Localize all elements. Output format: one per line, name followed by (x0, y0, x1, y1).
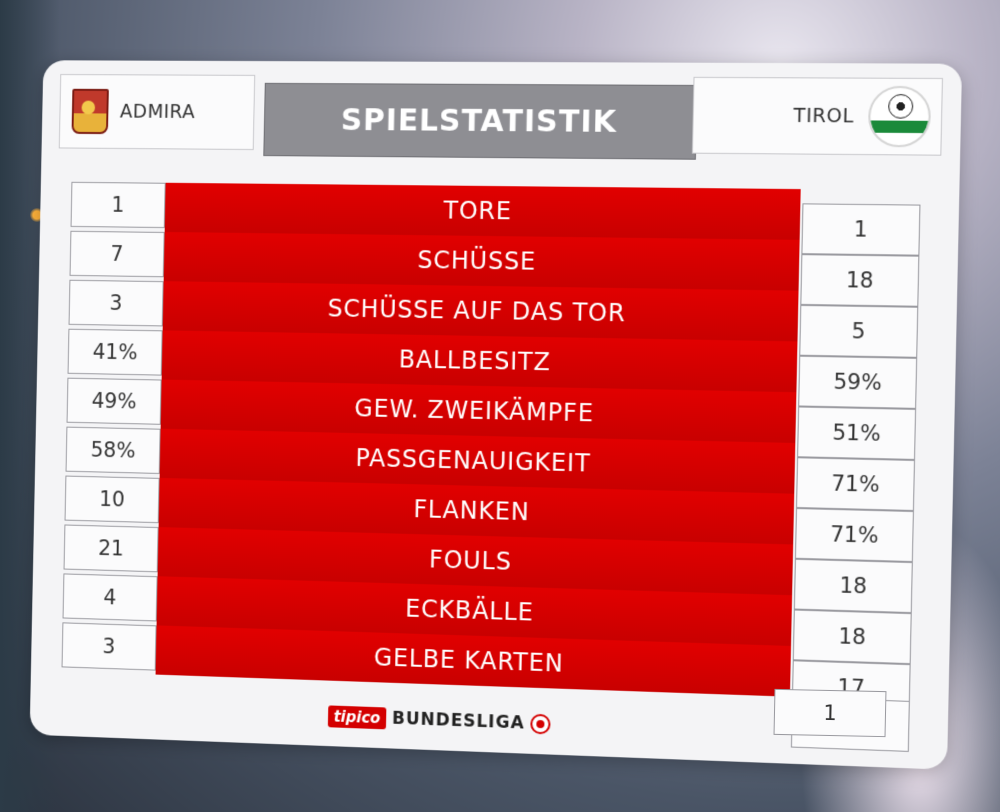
home-team-box: ADMIRA (59, 74, 255, 150)
stat-label: SCHÜSSE AUF DAS TOR (327, 295, 626, 328)
title-banner: SPIELSTATISTIK (263, 83, 697, 160)
away-team-name: TIROL (793, 105, 854, 128)
admira-crest-icon (71, 89, 108, 134)
away-value: 18 (800, 254, 919, 307)
away-value: 5 (799, 305, 918, 358)
stats-table: 1 TORE 1 7 SCHÜSSE 18 3 SCHÜSSE AUF DAS … (60, 182, 925, 760)
home-value: 10 (65, 476, 160, 524)
home-value: 3 (62, 622, 157, 670)
home-value: 3 (69, 280, 164, 327)
away-value: 71% (796, 457, 915, 511)
bundesliga-wordmark: BUNDESLIGA (392, 709, 525, 734)
stat-label: PASSGENAUIGKEIT (355, 444, 591, 478)
stat-label: GEW. ZWEIKÄMPFE (354, 394, 594, 427)
stat-label: BALLBESITZ (398, 345, 551, 376)
wsg-tirol-crest-icon (868, 86, 932, 148)
home-value: 21 (64, 524, 159, 572)
away-team-box: TIROL (692, 77, 943, 156)
bundesliga-ball-icon (530, 714, 550, 735)
home-value: 41% (68, 329, 163, 376)
home-value: 49% (67, 378, 162, 425)
away-value: 71% (795, 508, 914, 562)
home-value: 58% (66, 427, 161, 474)
match-statistics-board: ADMIRA SPIELSTATISTIK TIROL 1 TORE 1 7 S… (30, 60, 962, 769)
tipico-logo: tipico (328, 705, 387, 729)
away-value: 59% (798, 356, 917, 409)
stat-label: SCHÜSSE (417, 246, 536, 276)
stat-label: ECKBÄLLE (405, 595, 534, 627)
away-value: 18 (794, 559, 913, 613)
stat-label: FLANKEN (413, 495, 530, 526)
home-team-name: ADMIRA (120, 101, 196, 123)
away-value-bottom: 1 (774, 689, 887, 737)
home-value: 4 (63, 573, 158, 621)
home-value: 1 (71, 182, 166, 228)
home-value: 7 (70, 231, 165, 277)
stat-label: GELBE KARTEN (374, 643, 564, 677)
away-value: 51% (797, 406, 916, 459)
page-title: SPIELSTATISTIK (340, 103, 617, 140)
stat-label: FOULS (429, 545, 512, 575)
away-value: 18 (793, 610, 912, 665)
stat-label: TORE (443, 197, 512, 226)
away-value: 1 (801, 203, 920, 255)
